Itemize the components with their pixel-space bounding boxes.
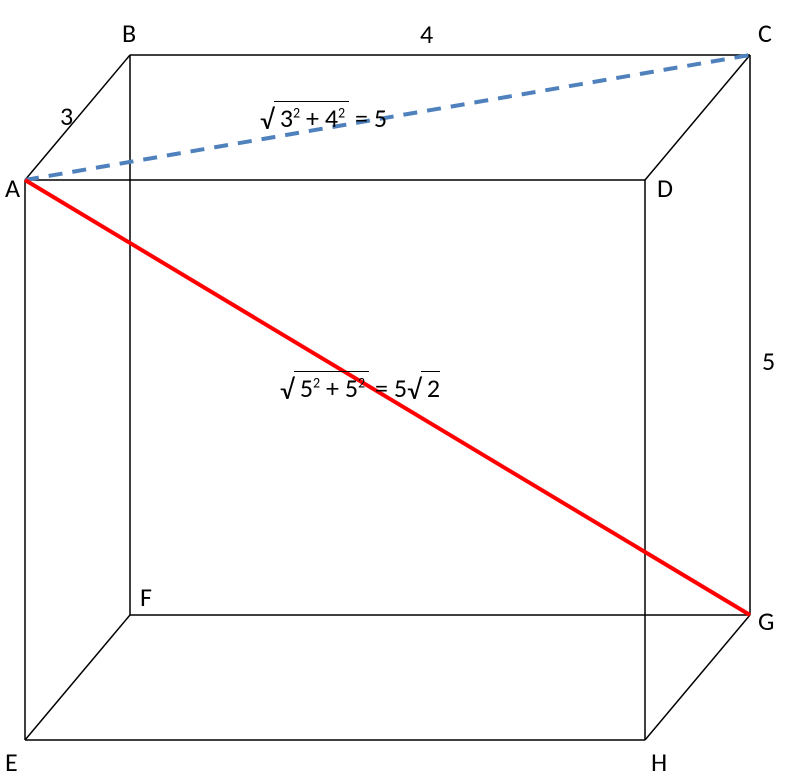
edge-EF (25, 615, 130, 740)
dim-BC: 4 (420, 18, 433, 50)
formula1-b: 4 (325, 102, 338, 134)
sqrt-icon: √ (407, 372, 421, 407)
vertex-label-B: B (122, 17, 136, 49)
vertex-label-H: H (651, 746, 667, 778)
vertex-label-A: A (5, 172, 20, 204)
formula1-result: 5 (374, 102, 387, 134)
formula-top-diagonal: √ 32 + 42 = 5 (260, 100, 387, 135)
formula2-a: 5 (300, 372, 313, 404)
dim-CG: 5 (762, 345, 775, 377)
formula2-rad: 2 (427, 372, 440, 404)
formula-space-diagonal: √ 52 + 52 = 5√ 2 (280, 370, 440, 405)
edge-CD (645, 55, 750, 180)
edge-GH (645, 615, 750, 740)
vertex-label-C: C (758, 17, 772, 49)
formula2-coef: 5 (394, 372, 407, 404)
vertex-label-F: F (140, 581, 152, 613)
vertex-label-G: G (758, 605, 774, 637)
formula1-a: 3 (280, 102, 293, 134)
vertex-label-D: D (657, 172, 673, 204)
sqrt-icon: √ (280, 372, 294, 407)
vertex-label-E: E (5, 746, 18, 778)
sqrt-icon: √ (260, 102, 274, 137)
edge-AB (25, 55, 130, 180)
formula2-b: 5 (345, 372, 358, 404)
face-diagonal-AC (25, 55, 750, 180)
dim-AB: 3 (60, 100, 73, 132)
